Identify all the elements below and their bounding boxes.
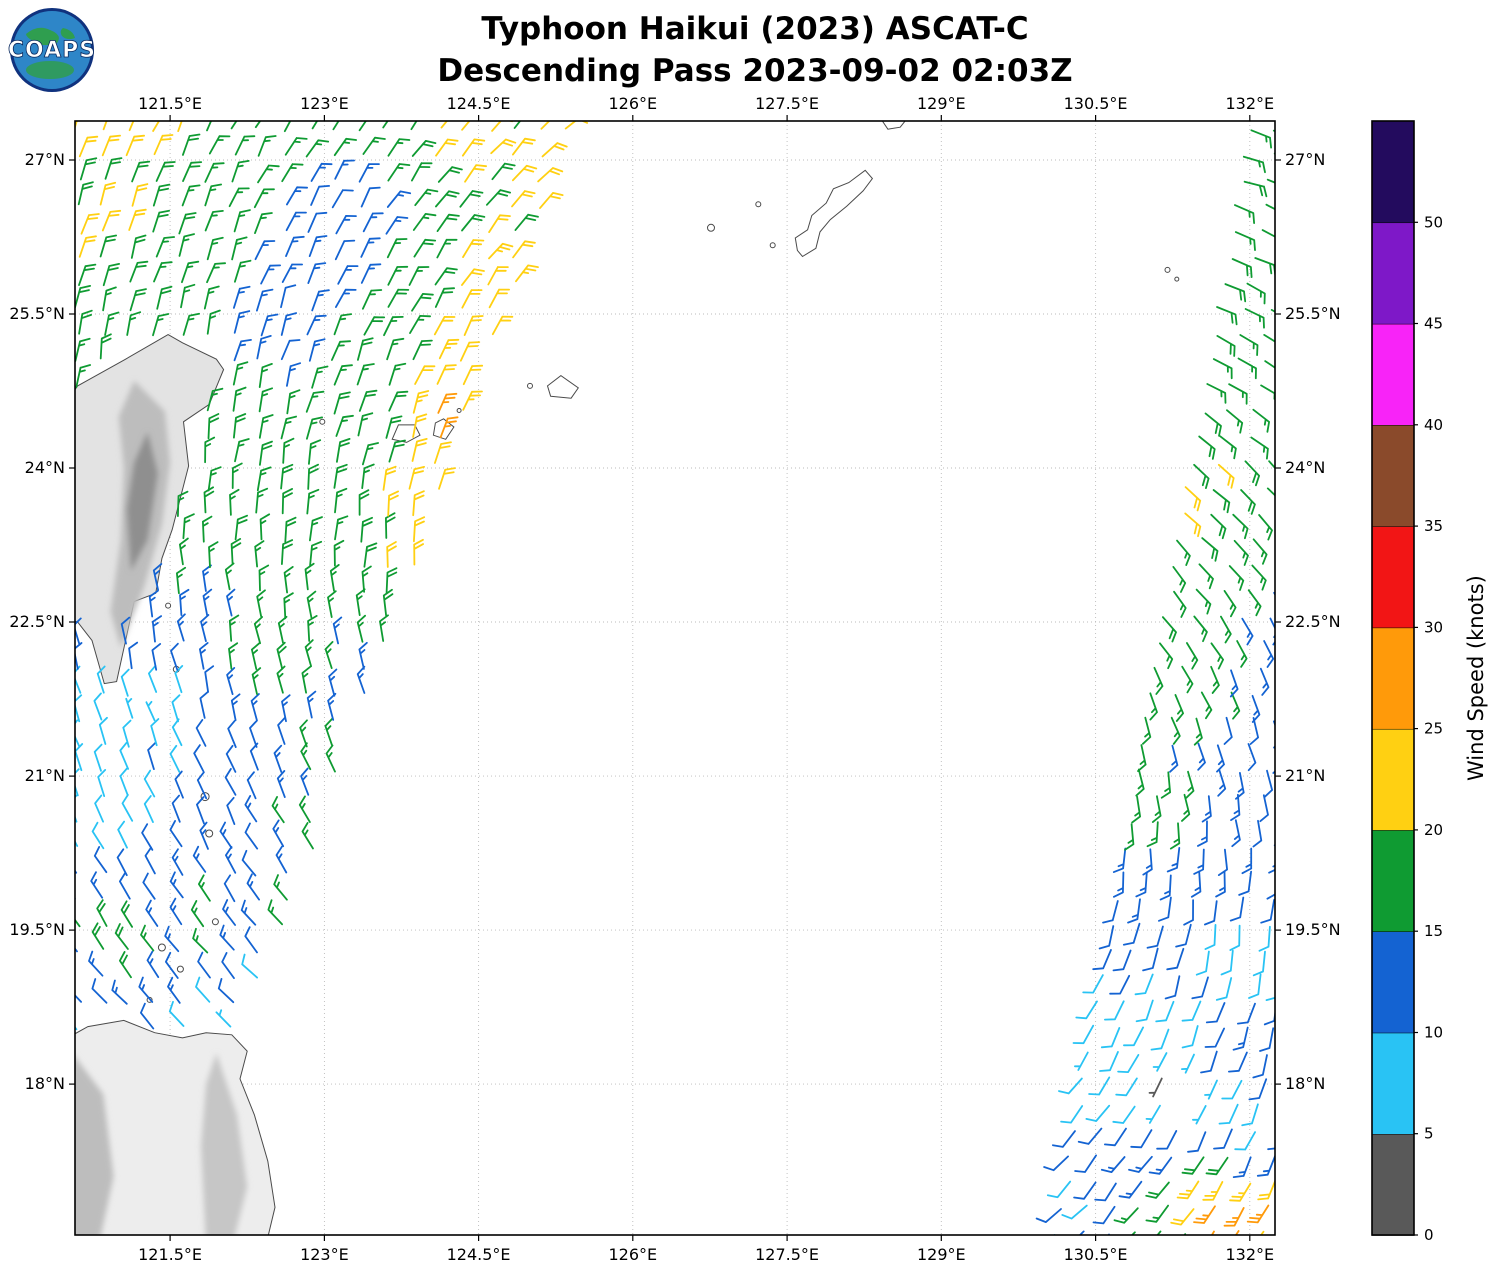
svg-text:130.5°E: 130.5°E (1064, 94, 1128, 113)
svg-text:124.5°E: 124.5°E (447, 1245, 511, 1264)
svg-text:24°N: 24°N (1285, 458, 1325, 477)
svg-text:27°N: 27°N (25, 150, 65, 169)
svg-text:40: 40 (1424, 416, 1443, 434)
svg-text:45: 45 (1424, 315, 1443, 333)
svg-text:24°N: 24°N (25, 458, 65, 477)
svg-text:35: 35 (1424, 517, 1443, 535)
title-line-2: Descending Pass 2023-09-02 02:03Z (437, 53, 1073, 89)
svg-text:127.5°E: 127.5°E (755, 94, 819, 113)
svg-text:129°E: 129°E (917, 94, 966, 113)
wind-barbs (75, 121, 1275, 1235)
svg-text:126°E: 126°E (608, 94, 657, 113)
svg-text:15: 15 (1424, 922, 1443, 940)
colorbar: 0 5 10 15 20 25 30 35 40 45 50 (1371, 120, 1443, 1244)
svg-text:123°E: 123°E (300, 1245, 349, 1264)
coaps-globe-icon: COAPS (7, 8, 96, 92)
svg-text:121.5°E: 121.5°E (138, 94, 202, 113)
svg-text:19.5°N: 19.5°N (9, 920, 65, 939)
gridlines (75, 121, 1275, 1235)
colorbar-title: Wind Speed (knots) (1464, 575, 1488, 781)
svg-text:10: 10 (1424, 1024, 1443, 1042)
svg-text:123°E: 123°E (300, 94, 349, 113)
svg-text:21°N: 21°N (25, 766, 65, 785)
svg-text:121.5°E: 121.5°E (138, 1245, 202, 1264)
svg-text:126°E: 126°E (608, 1245, 657, 1264)
svg-text:50: 50 (1424, 213, 1443, 231)
svg-text:22.5°N: 22.5°N (9, 612, 65, 631)
svg-text:25.5°N: 25.5°N (1285, 304, 1341, 323)
coaps-logo-text: COAPS (8, 38, 96, 63)
title-line-1: Typhoon Haikui (2023) ASCAT-C (481, 11, 1029, 47)
svg-text:25: 25 (1424, 720, 1443, 738)
svg-text:130.5°E: 130.5°E (1064, 1245, 1128, 1264)
svg-text:0: 0 (1424, 1226, 1434, 1244)
x-axis-ticks: 121.5°E 121.5°E 123°E 123°E 124.5°E 124.5°E 12… (138, 94, 1274, 1264)
svg-text:25.5°N: 25.5°N (9, 304, 65, 323)
svg-text:18°N: 18°N (1285, 1074, 1325, 1093)
plot-frame (74, 120, 1276, 1236)
figure-title: Typhoon Haikui (2023) ASCAT-C Descending… (0, 8, 1510, 92)
svg-text:129°E: 129°E (917, 1245, 966, 1264)
svg-text:22.5°N: 22.5°N (1285, 612, 1341, 631)
svg-text:21°N: 21°N (1285, 766, 1325, 785)
svg-text:19.5°N: 19.5°N (1285, 920, 1341, 939)
coaps-logo: COAPS (7, 6, 96, 94)
svg-text:27°N: 27°N (1285, 150, 1325, 169)
coastlines (75, 121, 1180, 1235)
svg-text:30: 30 (1424, 618, 1443, 636)
svg-text:132°E: 132°E (1225, 1245, 1274, 1264)
svg-text:124.5°E: 124.5°E (447, 94, 511, 113)
svg-text:5: 5 (1424, 1125, 1434, 1143)
svg-text:127.5°E: 127.5°E (755, 1245, 819, 1264)
svg-text:18°N: 18°N (25, 1074, 65, 1093)
y-axis-ticks: 27°N 27°N 25.5°N 25.5°N 24°N 24°N 22.5°N 22.5°N… (9, 150, 1340, 1093)
svg-text:132°E: 132°E (1225, 94, 1274, 113)
svg-text:20: 20 (1424, 821, 1443, 839)
